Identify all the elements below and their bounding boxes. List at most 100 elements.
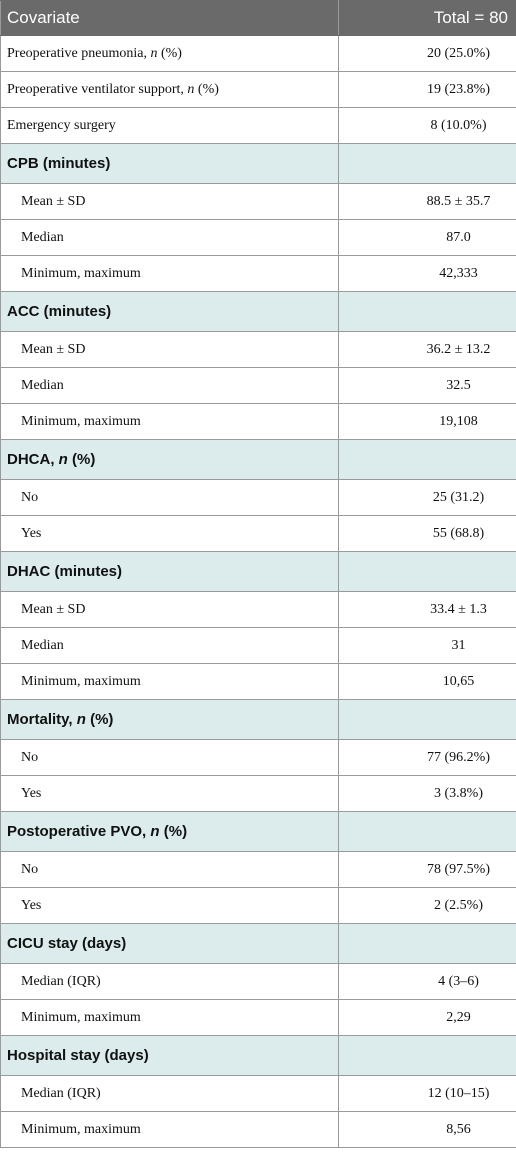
text-segment: n — [150, 823, 160, 840]
text-segment: (%) — [157, 45, 182, 61]
text-segment: (%) — [159, 823, 188, 840]
data-row: No 78 (97.5%) — [0, 851, 516, 888]
data-row: Yes 2 (2.5%) — [0, 887, 516, 924]
data-row: Preoperative pneumonia, n (%) 20 (25.0%) — [0, 35, 516, 72]
text-segment: Median (IQR) — [21, 973, 101, 989]
section-title: Hospital stay (days) — [0, 1035, 339, 1076]
text-segment: Postoperative PVO, — [7, 823, 151, 840]
data-row: Minimum, maximum 2,29 — [0, 999, 516, 1036]
text-segment: Median (IQR) — [21, 1085, 101, 1101]
text-segment: Minimum, maximum — [21, 413, 141, 429]
value-cell: 8 (10.0%) — [338, 107, 516, 144]
section-title: CICU stay (days) — [0, 923, 339, 964]
value-cell: 88.5 ± 35.7 — [338, 183, 516, 220]
text-segment: (%) — [67, 451, 96, 468]
value-cell: 19,108 — [338, 403, 516, 440]
text-segment: Yes — [21, 785, 42, 801]
text-segment: n — [150, 45, 158, 61]
label-cell: Minimum, maximum — [0, 403, 339, 440]
section-title: DHCA, n (%) — [0, 439, 339, 480]
section-title: Mortality, n (%) — [0, 699, 339, 740]
value-cell: 42,333 — [338, 255, 516, 292]
label-cell: Mean ± SD — [0, 183, 339, 220]
section-empty-cell — [338, 291, 516, 332]
value-cell: 78 (97.5%) — [338, 851, 516, 888]
data-row: Yes 3 (3.8%) — [0, 775, 516, 812]
text-segment: Hospital stay (days) — [7, 1047, 149, 1064]
text-segment: n — [187, 81, 195, 97]
label-cell: Preoperative ventilator support, n (%) — [0, 71, 339, 108]
label-cell: Median (IQR) — [0, 963, 339, 1000]
text-segment: Median — [21, 377, 64, 393]
data-row: Minimum, maximum 42,333 — [0, 255, 516, 292]
section-empty-cell — [338, 811, 516, 852]
text-segment: No — [21, 489, 39, 505]
section-row: CPB (minutes) — [0, 143, 516, 184]
text-segment: ACC (minutes) — [7, 303, 112, 320]
label-cell: No — [0, 739, 339, 776]
section-row: CICU stay (days) — [0, 923, 516, 964]
section-title: CPB (minutes) — [0, 143, 339, 184]
value-cell: 2 (2.5%) — [338, 887, 516, 924]
value-cell: 77 (96.2%) — [338, 739, 516, 776]
section-empty-cell — [338, 1035, 516, 1076]
header-row: Covariate Total = 80 — [0, 0, 516, 36]
data-row: No 25 (31.2) — [0, 479, 516, 516]
section-row: ACC (minutes) — [0, 291, 516, 332]
label-cell: Median — [0, 219, 339, 256]
text-segment: Yes — [21, 525, 42, 541]
text-segment: Minimum, maximum — [21, 1009, 141, 1025]
text-segment: DHAC (minutes) — [7, 563, 122, 580]
label-cell: Preoperative pneumonia, n (%) — [0, 35, 339, 72]
data-row: Minimum, maximum 10,65 — [0, 663, 516, 700]
section-row: DHCA, n (%) — [0, 439, 516, 480]
section-empty-cell — [338, 551, 516, 592]
data-row: Preoperative ventilator support, n (%) 19… — [0, 71, 516, 108]
text-segment: Mean ± SD — [21, 341, 86, 357]
label-cell: Yes — [0, 515, 339, 552]
data-row: Emergency surgery 8 (10.0%) — [0, 107, 516, 144]
data-row: Minimum, maximum 8,56 — [0, 1111, 516, 1148]
label-cell: Median (IQR) — [0, 1075, 339, 1112]
value-cell: 10,65 — [338, 663, 516, 700]
text-segment: Preoperative pneumonia, — [7, 45, 151, 61]
label-cell: Emergency surgery — [0, 107, 339, 144]
text-segment: CICU stay (days) — [7, 935, 127, 952]
text-segment: Mean ± SD — [21, 601, 86, 617]
data-row: Yes 55 (68.8) — [0, 515, 516, 552]
value-cell: 12 (10–15) — [338, 1075, 516, 1112]
text-segment: DHCA, — [7, 451, 59, 468]
label-cell: Median — [0, 627, 339, 664]
label-cell: Yes — [0, 887, 339, 924]
header-cell: Covariate — [0, 0, 339, 36]
text-segment: Minimum, maximum — [21, 1121, 141, 1137]
covariate-table: Covariate Total = 80 Preoperative pneumo… — [0, 0, 516, 1148]
section-title: DHAC (minutes) — [0, 551, 339, 592]
value-cell: 33.4 ± 1.3 — [338, 591, 516, 628]
text-segment: Emergency surgery — [7, 117, 116, 133]
value-cell: 2,29 — [338, 999, 516, 1036]
data-row: Median 87.0 — [0, 219, 516, 256]
text-segment: (%) — [194, 81, 219, 97]
section-title: ACC (minutes) — [0, 291, 339, 332]
section-empty-cell — [338, 143, 516, 184]
text-segment: (%) — [85, 711, 114, 728]
header-cell: Total = 80 — [338, 0, 516, 36]
label-cell: Minimum, maximum — [0, 255, 339, 292]
section-row: Hospital stay (days) — [0, 1035, 516, 1076]
section-row: DHAC (minutes) — [0, 551, 516, 592]
label-cell: Minimum, maximum — [0, 999, 339, 1036]
text-segment: No — [21, 861, 39, 877]
section-empty-cell — [338, 699, 516, 740]
value-cell: 8,56 — [338, 1111, 516, 1148]
data-row: Minimum, maximum 19,108 — [0, 403, 516, 440]
text-segment: n — [58, 451, 68, 468]
data-row: Median (IQR) 4 (3–6) — [0, 963, 516, 1000]
data-row: Median 32.5 — [0, 367, 516, 404]
data-row: Median 31 — [0, 627, 516, 664]
value-cell: 36.2 ± 13.2 — [338, 331, 516, 368]
data-row: Mean ± SD 36.2 ± 13.2 — [0, 331, 516, 368]
label-cell: Minimum, maximum — [0, 1111, 339, 1148]
data-row: Mean ± SD 88.5 ± 35.7 — [0, 183, 516, 220]
